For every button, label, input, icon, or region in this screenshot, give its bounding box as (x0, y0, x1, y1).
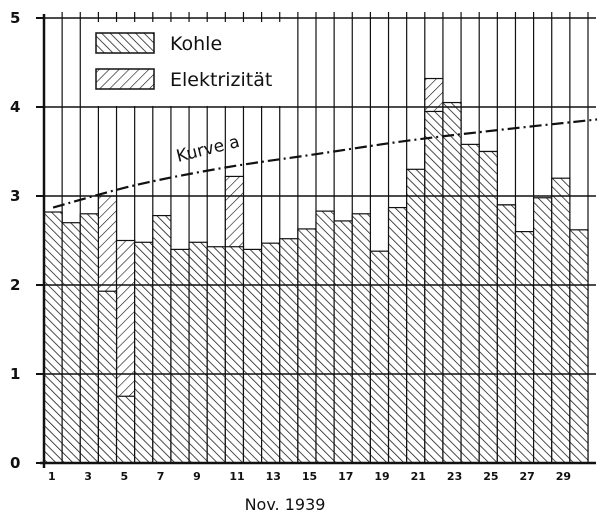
x-tick-label: 1 (48, 470, 56, 483)
bar-kohle (261, 242, 281, 464)
bar-kohle (134, 241, 154, 464)
x-tick-label: 13 (266, 470, 281, 483)
bar-kohle (496, 204, 517, 464)
bar-kohle (279, 238, 299, 464)
bar-kohle (315, 210, 335, 464)
y-tick-label: 3 (10, 187, 20, 205)
bar-kohle (351, 213, 371, 464)
x-tick-label: 21 (411, 470, 426, 483)
bar-kohle (369, 250, 390, 464)
bar-kohle (460, 143, 480, 464)
x-tick-label: 19 (374, 470, 389, 483)
bar-kohle (442, 101, 462, 464)
y-tick-label: 5 (10, 9, 20, 27)
bar-kohle (514, 231, 535, 464)
bar-kohle (152, 214, 172, 464)
y-tick-labels: 0 1 2 3 4 5 (10, 9, 44, 472)
x-tick-label: 23 (447, 470, 462, 483)
bar-kohle (97, 290, 118, 464)
bar-kohle (478, 150, 498, 464)
x-tick-label: 3 (84, 470, 92, 483)
x-tick-label: 27 (519, 470, 534, 483)
y-tick-label: 0 (10, 454, 20, 472)
x-tick-label: 9 (193, 470, 201, 483)
bar-kohle (61, 222, 81, 464)
x-axis-label: Nov. 1939 (245, 495, 326, 514)
bar-kohle (206, 246, 226, 464)
legend-label-kohle: Kohle (170, 33, 222, 55)
legend-swatch-elektrizitaet (95, 68, 155, 90)
y-tick-label: 2 (10, 276, 20, 294)
legend-label-elektrizitaet: Elektrizität (170, 69, 272, 91)
x-tick-label: 5 (121, 470, 129, 483)
y-tick-label: 1 (10, 365, 20, 383)
bar-kohle (79, 213, 100, 464)
x-tick-label: 29 (556, 470, 571, 483)
bar-kohle (242, 248, 263, 464)
x-tick-label: 15 (302, 470, 317, 483)
bar-kohle (333, 220, 353, 464)
legend: Kohle Elektrizität (88, 22, 288, 106)
horizontal-gridlines (44, 17, 596, 375)
bar-kohle (188, 241, 208, 464)
x-tick-label: 7 (157, 470, 165, 483)
bar-kohle (406, 168, 426, 464)
legend-swatch-kohle (95, 32, 155, 54)
x-tick-labels: 1 3 5 7 9 11 13 15 17 19 21 23 25 27 29 (48, 470, 571, 483)
bar-kohle (424, 110, 444, 464)
x-tick-label: 11 (229, 470, 244, 483)
bar-kohle (43, 211, 63, 464)
bar-kohle (297, 228, 317, 464)
x-tick-label: 25 (483, 470, 498, 483)
bar-kohle (115, 395, 136, 464)
axes (40, 14, 596, 468)
bar-kohle (224, 246, 245, 464)
x-tick-label: 17 (338, 470, 353, 483)
bar-kohle (532, 197, 553, 464)
bar-kohle (387, 206, 408, 464)
bar-kohle (569, 229, 589, 464)
kurve-a-line (52, 118, 598, 209)
kurve-a-label: Kurve a (174, 132, 241, 167)
y-tick-label: 4 (10, 98, 20, 116)
bar-kohle (170, 248, 190, 464)
bar-kohle (551, 177, 571, 464)
